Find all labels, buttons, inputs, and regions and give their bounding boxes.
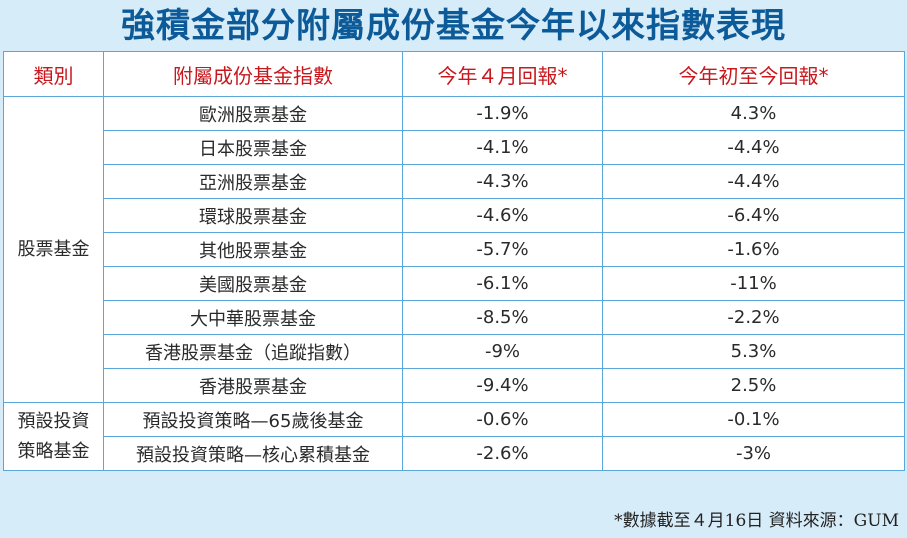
- april-return: -4.3%: [402, 164, 603, 199]
- ytd-return: -0.1%: [602, 402, 905, 437]
- ytd-return: -4.4%: [602, 130, 905, 165]
- table-row: 預設投資 策略基金 預設投資策略—65歲後基金 -0.6% -0.1%: [3, 402, 905, 471]
- ytd-return: -1.6%: [602, 232, 905, 267]
- table-header-row: 類別 附屬成份基金指數 今年４月回報* 今年初至今回報*: [3, 51, 905, 97]
- footnote-source: *數據截至４月16日 資料來源：GUM: [614, 511, 899, 531]
- page-title: 強積金部分附屬成份基金今年以來指數表現: [121, 6, 786, 46]
- april-return: -6.1%: [402, 266, 603, 301]
- april-return: -5.7%: [402, 232, 603, 267]
- ytd-return: -4.4%: [602, 164, 905, 199]
- fund-performance-table: 類別 附屬成份基金指數 今年４月回報* 今年初至今回報* 股票基金 歐洲股票基金…: [3, 51, 905, 471]
- table-row: 環球股票基金 -4.6% -6.4%: [4, 198, 905, 233]
- fund-name: 其他股票基金: [103, 232, 403, 267]
- ytd-return: -3%: [602, 436, 905, 471]
- ytd-return: -11%: [602, 266, 905, 301]
- table-row: 預設投資策略—核心累積基金 -2.6% -3%: [4, 436, 905, 471]
- april-return: -9.4%: [402, 368, 603, 403]
- category-line: 預設投資: [17, 410, 90, 432]
- table-row: 美國股票基金 -6.1% -11%: [4, 266, 905, 301]
- category-equity: 股票基金: [3, 96, 104, 403]
- fund-name: 大中華股票基金: [103, 300, 403, 335]
- april-return: -1.9%: [402, 96, 603, 131]
- april-return: -2.6%: [402, 436, 603, 471]
- april-return: -4.6%: [402, 198, 603, 233]
- table-row: 大中華股票基金 -8.5% -2.2%: [4, 300, 905, 335]
- table-row: 日本股票基金 -4.1% -4.4%: [4, 130, 905, 165]
- table-row: 香港股票基金（追蹤指數） -9% 5.3%: [4, 334, 905, 369]
- header-april-return: 今年４月回報*: [402, 51, 603, 97]
- header-ytd-return: 今年初至今回報*: [602, 51, 905, 97]
- table-row: 股票基金 歐洲股票基金 -1.9% 4.3%: [3, 96, 905, 403]
- ytd-return: 2.5%: [602, 368, 905, 403]
- fund-name: 亞洲股票基金: [103, 164, 403, 199]
- fund-name: 環球股票基金: [103, 198, 403, 233]
- table-row: 其他股票基金 -5.7% -1.6%: [4, 232, 905, 267]
- table-row: 亞洲股票基金 -4.3% -4.4%: [4, 164, 905, 199]
- april-return: -9%: [402, 334, 603, 369]
- table-row: 香港股票基金 -9.4% 2.5%: [4, 368, 905, 403]
- ytd-return: -2.2%: [602, 300, 905, 335]
- april-return: -8.5%: [402, 300, 603, 335]
- ytd-return: 4.3%: [602, 96, 905, 131]
- fund-name: 歐洲股票基金: [103, 96, 403, 131]
- april-return: -4.1%: [402, 130, 603, 165]
- fund-name: 香港股票基金: [103, 368, 403, 403]
- fund-name: 日本股票基金: [103, 130, 403, 165]
- header-category: 類別: [3, 51, 104, 97]
- ytd-return: -6.4%: [602, 198, 905, 233]
- header-fund-index: 附屬成份基金指數: [103, 51, 403, 97]
- fund-name: 預設投資策略—核心累積基金: [103, 436, 403, 471]
- ytd-return: 5.3%: [602, 334, 905, 369]
- category-default-investment: 預設投資 策略基金: [3, 402, 104, 471]
- fund-name: 預設投資策略—65歲後基金: [103, 402, 403, 437]
- category-line: 策略基金: [17, 440, 90, 462]
- fund-name: 美國股票基金: [103, 266, 403, 301]
- april-return: -0.6%: [402, 402, 603, 437]
- fund-name: 香港股票基金（追蹤指數）: [103, 334, 403, 369]
